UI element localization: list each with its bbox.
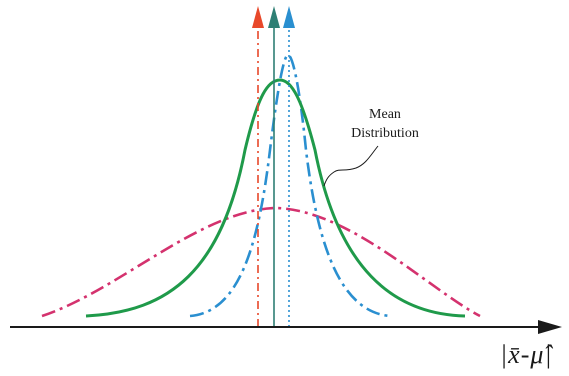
x-axis-arrow-head (538, 320, 562, 334)
mean-distribution-curve (85, 78, 466, 318)
orange-red-arrow-head (252, 6, 264, 28)
blue-arrow-head (283, 6, 295, 28)
narrow-distribution-curve (189, 53, 391, 318)
mean-label-leader-line (323, 145, 379, 187)
teal-arrow-head (268, 6, 280, 28)
mean-distribution-label: Mean Distribution (330, 105, 440, 143)
wide-distribution-curve (41, 206, 481, 318)
mean-label-line-1: Mean (369, 107, 401, 122)
mean-label-line-2: Distribution (351, 126, 419, 141)
x-axis-label: |x̄-μ̂| (500, 340, 553, 369)
